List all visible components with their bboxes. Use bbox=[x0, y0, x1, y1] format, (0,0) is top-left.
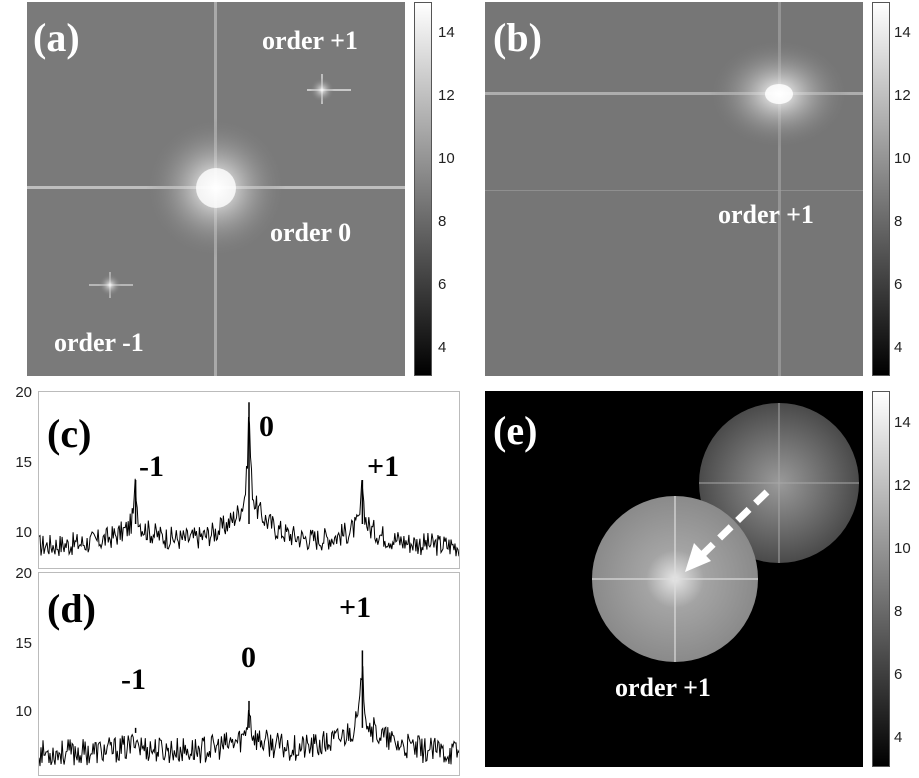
order-minus1-spot bbox=[99, 274, 121, 296]
panel-c-ytick-15: 15 bbox=[2, 455, 32, 470]
colorbar-a-tick-10: 10 bbox=[438, 151, 455, 166]
order-plus1-spot bbox=[310, 78, 334, 102]
panel-b-order-plus1: order +1 bbox=[718, 202, 814, 228]
colorbar-a-tick-6: 6 bbox=[438, 277, 446, 292]
panel-d: (d) -1 0 +1 bbox=[38, 572, 460, 776]
colorbar-e-tick-4: 4 bbox=[894, 730, 902, 745]
colorbar-b-tick-8: 8 bbox=[894, 214, 902, 229]
panel-d-plot bbox=[39, 573, 459, 775]
panel-e: (e) order +1 bbox=[485, 391, 863, 767]
colorbar-b-tick-12: 12 bbox=[894, 88, 911, 103]
panel-c-peak-plus1: +1 bbox=[367, 452, 399, 482]
colorbar-e-tick-6: 6 bbox=[894, 667, 902, 682]
panel-c-peak-minus1: -1 bbox=[139, 452, 164, 482]
colorbar-a-tick-8: 8 bbox=[438, 214, 446, 229]
panel-e-label: (e) bbox=[493, 411, 537, 451]
panel-c-label: (c) bbox=[47, 414, 91, 454]
panel-b: (b) order +1 bbox=[485, 2, 863, 376]
panel-a: (a) order +1 order 0 order -1 bbox=[27, 2, 405, 376]
panel-d-ytick-15: 15 bbox=[2, 636, 32, 651]
panel-a-spectrum bbox=[27, 2, 405, 376]
colorbar-b-tick-14: 14 bbox=[894, 25, 911, 40]
panel-e-order-plus1: order +1 bbox=[615, 675, 711, 701]
colorbar-b-tick-10: 10 bbox=[894, 151, 911, 166]
panel-d-peak-0: 0 bbox=[241, 643, 256, 673]
panel-c-peak-0: 0 bbox=[259, 412, 274, 442]
panel-c: (c) -1 0 +1 bbox=[38, 391, 460, 569]
colorbar-a-tick-4: 4 bbox=[438, 340, 446, 355]
panel-a-order-minus1: order -1 bbox=[54, 330, 144, 356]
colorbar-e-tick-12: 12 bbox=[894, 478, 911, 493]
panel-d-ytick-20: 20 bbox=[2, 566, 32, 581]
panel-d-peak-plus1: +1 bbox=[339, 593, 371, 623]
colorbar-b bbox=[872, 2, 890, 376]
panel-a-order-plus1: order +1 bbox=[262, 28, 358, 54]
panel-c-ytick-10: 10 bbox=[2, 525, 32, 540]
colorbar-b-tick-6: 6 bbox=[894, 277, 902, 292]
colorbar-e-tick-10: 10 bbox=[894, 541, 911, 556]
colorbar-b-tick-4: 4 bbox=[894, 340, 902, 355]
colorbar-e-tick-8: 8 bbox=[894, 604, 902, 619]
panel-d-ytick-10: 10 bbox=[2, 704, 32, 719]
panel-c-ytick-20: 20 bbox=[2, 385, 32, 400]
colorbar-a bbox=[414, 2, 432, 376]
panel-a-order-0: order 0 bbox=[270, 220, 351, 246]
panel-b-label: (b) bbox=[493, 18, 542, 58]
panel-a-label: (a) bbox=[33, 18, 80, 58]
panel-d-label: (d) bbox=[47, 589, 96, 629]
panel-e-spectrum bbox=[485, 391, 863, 767]
panel-d-peak-minus1: -1 bbox=[121, 665, 146, 695]
colorbar-a-tick-12: 12 bbox=[438, 88, 455, 103]
colorbar-a-tick-14: 14 bbox=[438, 25, 455, 40]
colorbar-e-tick-14: 14 bbox=[894, 415, 911, 430]
colorbar-e bbox=[872, 391, 890, 767]
